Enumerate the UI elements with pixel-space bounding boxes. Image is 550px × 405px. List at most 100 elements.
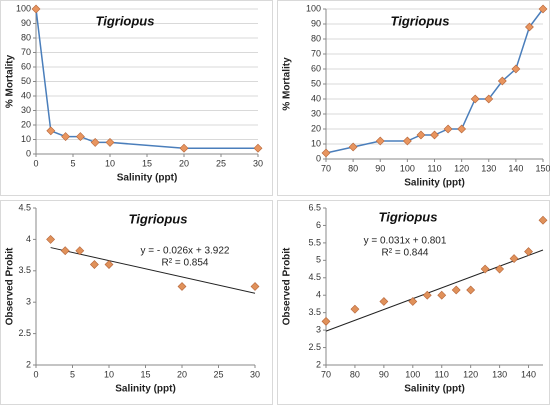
data-point	[480, 264, 490, 274]
x-tick-label: 100	[400, 163, 415, 173]
data-point	[61, 132, 71, 142]
y-tick-label: 30	[21, 105, 31, 115]
data-point	[75, 132, 85, 142]
data-point	[466, 285, 476, 295]
y-tick-label: 4.5	[308, 272, 321, 282]
x-tick-label: 130	[481, 163, 496, 173]
x-tick-label: 120	[454, 163, 469, 173]
data-point	[348, 142, 358, 152]
x-tick-label: 15	[140, 369, 150, 379]
data-point	[375, 136, 385, 146]
x-tick-label: 10	[105, 158, 115, 168]
data-point	[90, 137, 100, 147]
x-tick-label: 140	[521, 369, 536, 379]
x-tick-label: 20	[179, 158, 189, 168]
data-point	[497, 76, 507, 86]
y-tick-label: 90	[311, 18, 321, 28]
y-tick-label: 2	[26, 359, 31, 369]
y-tick-label: 50	[311, 78, 321, 88]
x-tick-label: 5	[70, 158, 75, 168]
data-point	[538, 215, 548, 225]
x-tick-label: 15	[142, 158, 152, 168]
y-tick-label: 60	[21, 61, 31, 71]
y-tick-label: 50	[21, 76, 31, 86]
x-tick-label: 80	[350, 369, 360, 379]
panel-border	[0, 0, 273, 196]
data-point	[511, 64, 521, 74]
data-point	[46, 126, 56, 136]
data-point	[402, 136, 412, 146]
data-point	[524, 247, 533, 257]
y-tick-label: 90	[21, 18, 31, 28]
annotation: R² = 0.854	[162, 258, 209, 269]
data-point	[443, 124, 453, 134]
chart-title: Tigriopus	[96, 13, 155, 28]
x-tick-label: 30	[253, 158, 263, 168]
y-axis-label: Observed Probit	[5, 247, 16, 325]
annotation: y = - 0.026x + 3.922	[141, 246, 230, 257]
data-point	[495, 264, 505, 274]
x-tick-label: 140	[508, 163, 523, 173]
y-tick-label: 70	[21, 47, 31, 57]
data-point	[89, 260, 99, 269]
data-point	[470, 94, 480, 104]
panel-border	[0, 200, 273, 405]
y-tick-label: 2	[316, 359, 321, 369]
annotation: y = 0.031x + 0.801	[364, 236, 447, 247]
y-axis-label: % Mortality	[282, 57, 293, 111]
y-tick-label: 0	[26, 148, 31, 158]
x-tick-label: 90	[375, 163, 385, 173]
data-point	[60, 246, 70, 256]
x-tick-label: 70	[321, 369, 331, 379]
y-tick-label: 2.5	[308, 342, 321, 352]
x-tick-label: 0	[33, 369, 38, 379]
data-point	[179, 143, 189, 153]
chart-title: Tigriopus	[129, 211, 188, 226]
y-tick-label: 4	[316, 290, 321, 300]
x-axis-label: Salinity (ppt)	[115, 384, 176, 395]
data-line	[35, 8, 258, 149]
y-tick-label: 6	[316, 220, 321, 230]
data-point	[416, 130, 426, 140]
y-tick-label: 40	[311, 93, 321, 103]
x-tick-label: 5	[70, 369, 75, 379]
x-tick-label: 130	[492, 369, 507, 379]
x-tick-label: 0	[33, 158, 38, 168]
data-point	[457, 124, 467, 134]
y-tick-label: 40	[21, 90, 31, 100]
data-point	[451, 285, 461, 295]
data-point	[253, 143, 263, 153]
y-tick-label: 5	[316, 255, 321, 265]
data-point	[250, 282, 260, 291]
data-point	[104, 260, 114, 269]
y-tick-label: 20	[21, 119, 31, 129]
x-axis-label: Salinity (ppt)	[404, 178, 465, 189]
y-tick-label: 6.5	[308, 202, 321, 212]
x-tick-label: 70	[321, 163, 331, 173]
x-tick-label: 20	[177, 369, 187, 379]
x-tick-label: 110	[435, 369, 449, 379]
data-point	[350, 304, 360, 314]
chart-title: Tigriopus	[391, 13, 450, 28]
x-tick-label: 30	[250, 369, 260, 379]
y-tick-label: 10	[311, 138, 321, 148]
trendline	[50, 247, 256, 294]
x-tick-label: 10	[104, 369, 114, 379]
y-tick-label: 80	[21, 32, 31, 42]
y-tick-label: 70	[311, 48, 321, 58]
y-tick-label: 2.5	[18, 328, 31, 338]
x-tick-label: 100	[405, 369, 420, 379]
y-tick-label: 20	[311, 123, 321, 133]
y-tick-label: 60	[311, 63, 321, 73]
x-axis-label: Salinity (ppt)	[404, 384, 465, 395]
data-point	[525, 22, 534, 32]
trendline	[325, 249, 544, 332]
y-tick-label: 30	[311, 108, 321, 118]
y-tick-label: 3.5	[18, 265, 31, 275]
data-point	[46, 234, 56, 244]
y-tick-label: 0	[316, 153, 321, 163]
y-axis-label: Observed Probit	[282, 247, 293, 325]
chart-title: Tigriopus	[379, 209, 438, 224]
data-point	[538, 4, 548, 14]
